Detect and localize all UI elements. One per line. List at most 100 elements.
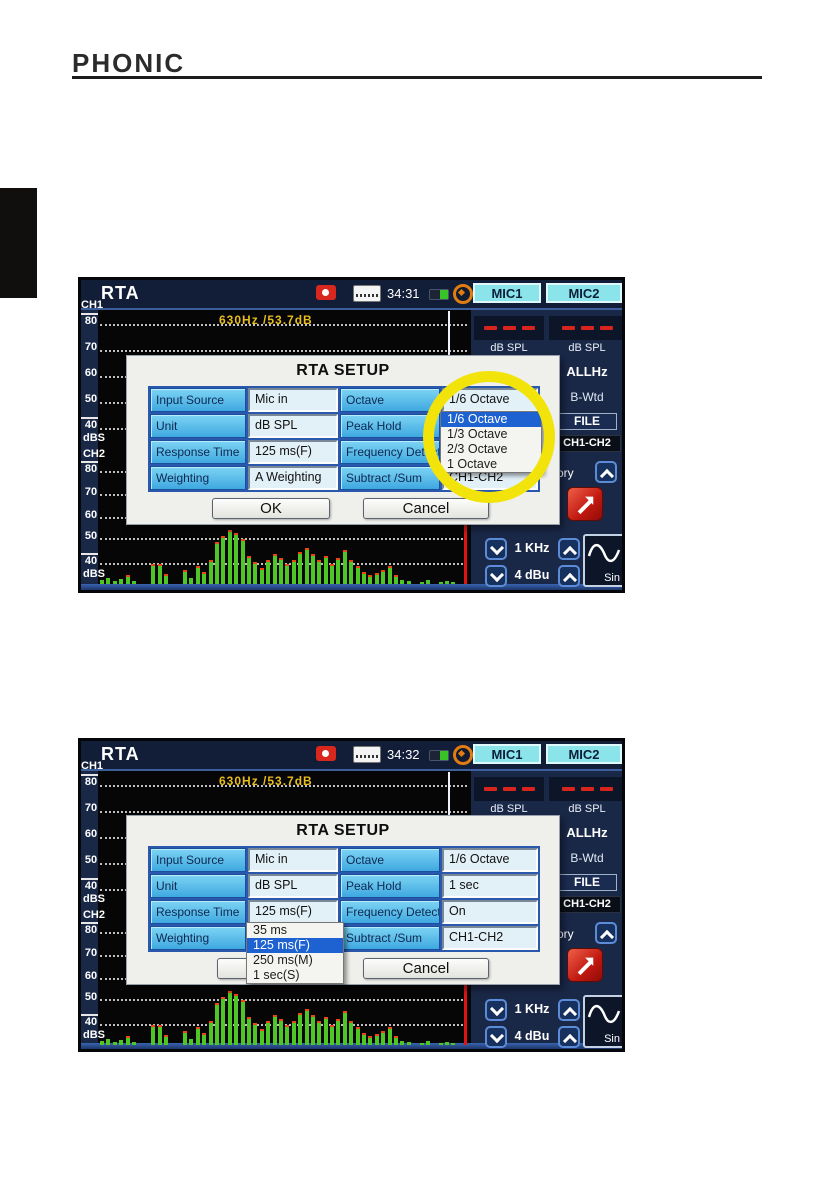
axis-tick-label: 50 (84, 854, 98, 866)
exit-button[interactable] (567, 487, 603, 521)
exit-button[interactable] (567, 948, 603, 982)
frequency-readout: 630Hz /53.7dB (219, 774, 313, 788)
cancel-button[interactable]: Cancel (363, 958, 489, 979)
freq-down-button[interactable] (485, 538, 507, 560)
input-source-select[interactable]: Mic in (248, 848, 338, 872)
axis-tick (81, 1014, 98, 1016)
ch1-ch2-button[interactable]: CH1-CH2 (553, 435, 621, 452)
gridline (100, 350, 467, 352)
freq-up-button[interactable] (558, 538, 580, 560)
unit-label: Unit (150, 874, 246, 898)
camera-icon[interactable] (316, 285, 336, 300)
settings-table: Input Source Mic in Octave 1/6 Octave Un… (148, 846, 540, 952)
unit-select[interactable]: dB SPL (248, 414, 338, 438)
weighting-label: B-Wtd (570, 390, 604, 404)
axis-tick (81, 313, 98, 315)
axis-tick-label: 50 (84, 393, 98, 405)
battery-icon (429, 289, 449, 300)
axis-tick-label: 40 (84, 1016, 98, 1028)
axis-tick (81, 774, 98, 776)
cursor-line (448, 311, 450, 366)
dialog-title: RTA SETUP (296, 362, 390, 379)
freq-down-button[interactable] (485, 999, 507, 1021)
level-up-button[interactable] (558, 1026, 580, 1048)
response-time-select[interactable]: 125 ms(F) (248, 440, 338, 464)
octave-label: Octave (340, 388, 440, 412)
weighting-label: Weighting (150, 466, 246, 490)
record-icon[interactable] (453, 284, 473, 304)
level-down-button[interactable] (485, 1026, 507, 1048)
subtract-sum-label: Subtract /Sum (340, 466, 440, 490)
gridline (100, 811, 467, 813)
file-button[interactable]: FILE (557, 874, 617, 891)
gridline (100, 563, 467, 565)
record-icon[interactable] (453, 745, 473, 765)
sine-label: Sin (604, 1033, 620, 1045)
mic1-button[interactable]: MIC1 (473, 283, 541, 303)
dropdown-option[interactable]: 35 ms (253, 923, 288, 937)
highlight-circle (423, 371, 555, 503)
gridline (100, 999, 467, 1001)
flag-icon (577, 957, 594, 976)
axis-tick-label: 80 (84, 924, 98, 936)
unit-select[interactable]: dB SPL (248, 874, 338, 898)
file-button[interactable]: FILE (557, 413, 617, 430)
frequency-detect-select[interactable]: On (442, 900, 538, 924)
input-source-select[interactable]: Mic in (248, 388, 338, 412)
cancel-button[interactable]: Cancel (363, 498, 489, 519)
frequency-detect-label: Frequency Detect (340, 440, 440, 464)
app-title: RTA (101, 744, 140, 764)
rta-setup-dialog: RTA SETUP Input Source Mic in Octave 1/6… (126, 815, 560, 985)
peak-hold-select[interactable]: 1 sec (442, 874, 538, 898)
input-source-label: Input Source (150, 388, 246, 412)
titlebar: RTA 34:32 MIC1 MIC2 (81, 741, 622, 771)
recorder-icon[interactable] (353, 285, 381, 302)
response-time-select[interactable]: 125 ms(F) (248, 900, 338, 924)
freq-up-button[interactable] (558, 999, 580, 1021)
marker-line (464, 520, 467, 584)
app-title: RTA (101, 283, 140, 303)
battery-icon (429, 750, 449, 761)
signal-generator-button[interactable]: Sin (583, 534, 622, 587)
camera-icon[interactable] (316, 746, 336, 761)
level-up-button[interactable] (558, 565, 580, 587)
axis-tick-label: 60 (84, 509, 98, 521)
ok-button[interactable]: OK (212, 498, 330, 519)
peak-hold-label: Peak Hold (340, 874, 440, 898)
axis-tick-label: 60 (84, 970, 98, 982)
ch1-level-meter (474, 316, 544, 340)
signal-generator-button[interactable]: Sin (583, 995, 622, 1048)
axis-tick (81, 922, 98, 924)
axis-tick-label: 70 (84, 341, 98, 353)
weighting-label: B-Wtd (570, 851, 604, 865)
axis-tick-label: 40 (84, 880, 98, 892)
response-time-label: Response Time (150, 900, 246, 924)
memory-up-button[interactable] (595, 922, 617, 944)
axis-unit-label: dBS (83, 893, 105, 905)
subtract-sum-select[interactable]: CH1-CH2 (442, 926, 538, 950)
dropdown-option[interactable]: 250 ms(M) (253, 953, 313, 967)
generator-frequency: 1 KHz (514, 541, 550, 555)
memory-up-button[interactable] (595, 461, 617, 483)
level-down-button[interactable] (485, 565, 507, 587)
spectrum-bars (100, 985, 466, 1045)
axis-ch1-label: CH1 (81, 760, 104, 772)
recorder-icon[interactable] (353, 746, 381, 763)
axis-tick-label: 70 (84, 947, 98, 959)
octave-select[interactable]: 1/6 Octave (442, 848, 538, 872)
axis-ch2-label: CH2 (82, 448, 105, 460)
mic2-button[interactable]: MIC2 (546, 744, 622, 764)
axis-tick-label: 50 (84, 530, 98, 542)
generator-frequency: 1 KHz (514, 1002, 550, 1016)
dropdown-option[interactable]: 1 sec(S) (253, 968, 300, 982)
weighting-select[interactable]: A Weighting (248, 466, 338, 490)
ch1-ch2-button[interactable]: CH1-CH2 (553, 896, 621, 913)
axis-ch1-label: CH1 (81, 299, 104, 311)
mic2-button[interactable]: MIC2 (546, 283, 622, 303)
dropdown-option[interactable]: 125 ms(F) (247, 938, 343, 953)
axis-tick-label: 80 (84, 315, 98, 327)
input-source-label: Input Source (150, 848, 246, 872)
axis-tick-label: 70 (84, 802, 98, 814)
mic1-button[interactable]: MIC1 (473, 744, 541, 764)
